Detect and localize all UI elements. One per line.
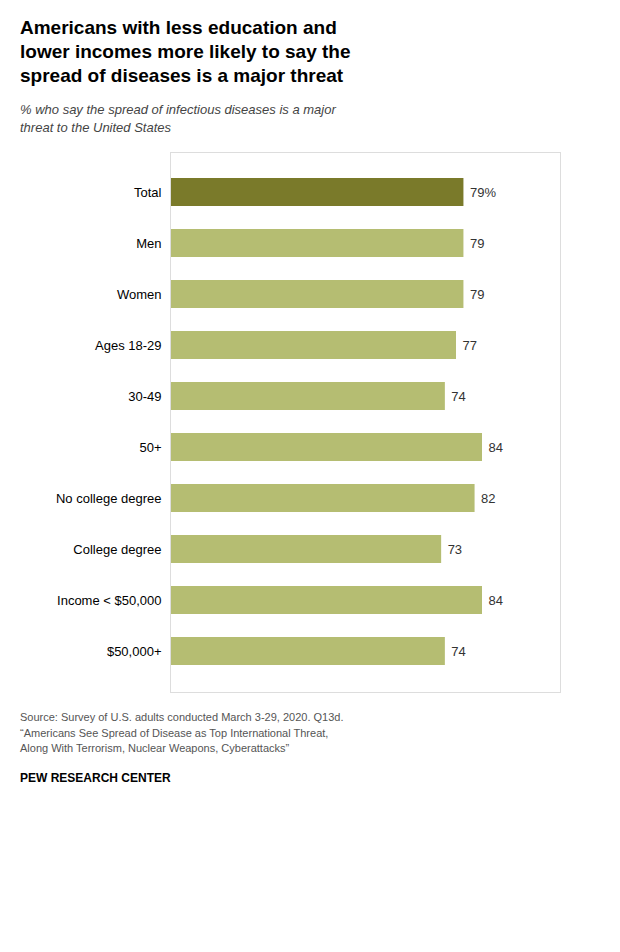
svg-text:79%: 79% (470, 185, 496, 200)
svg-text:Income < $50,000: Income < $50,000 (57, 593, 161, 608)
svg-text:79: 79 (470, 287, 484, 302)
svg-text:73: 73 (448, 542, 462, 557)
svg-text:Ages 18-29: Ages 18-29 (95, 338, 162, 353)
html-text:Americans with less education: Americans with less education and lower … (20, 17, 351, 86)
svg-text:74: 74 (451, 389, 465, 404)
svg-text:College degree: College degree (73, 542, 161, 557)
html-text:Source: Survey of U.S. adults: Source: Survey of U.S. adults conducted … (20, 711, 344, 755)
svg-text:79: 79 (470, 236, 484, 251)
svg-text:74: 74 (451, 644, 465, 659)
svg-text:Women: Women (117, 287, 162, 302)
svg-text:50+: 50+ (139, 440, 161, 455)
svg-text:77: 77 (463, 338, 477, 353)
svg-text:82: 82 (481, 491, 495, 506)
svg-text:Men: Men (136, 236, 161, 251)
html-text:PEW RESEARCH CENTER: PEW RESEARCH CENTER (20, 770, 171, 785)
svg-text:84: 84 (489, 593, 503, 608)
svg-text:30-49: 30-49 (128, 389, 161, 404)
svg-text:$50,000+: $50,000+ (107, 644, 162, 659)
svg-text:84: 84 (489, 440, 503, 455)
svg-text:No college degree: No college degree (56, 491, 162, 506)
html-text:% who say the spread of infect: % who say the spread of infectious disea… (20, 102, 336, 135)
svg-text:Total: Total (134, 185, 162, 200)
